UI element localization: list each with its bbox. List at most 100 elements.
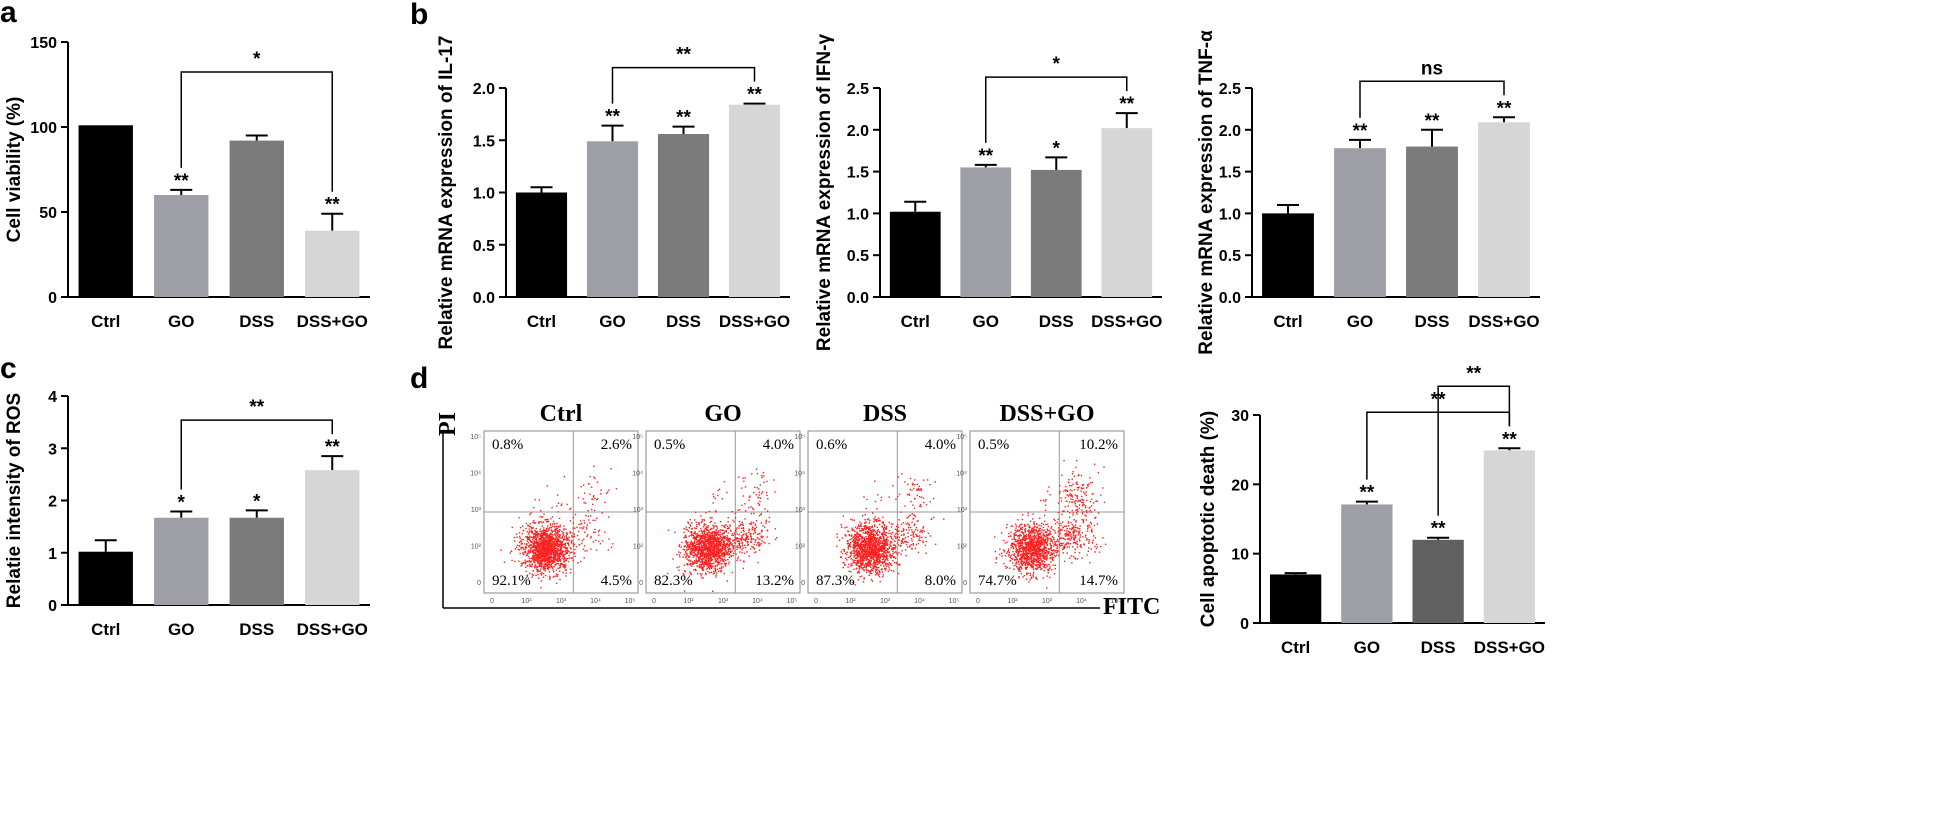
event-dot [534, 552, 537, 555]
event-dot [765, 491, 768, 494]
event-dot [871, 526, 874, 529]
event-dot [862, 554, 865, 556]
event-dot [514, 548, 517, 550]
event-dot [526, 560, 529, 562]
event-dot [712, 547, 714, 549]
event-dot [525, 527, 527, 530]
event-dot [913, 507, 916, 509]
event-dot [563, 525, 565, 527]
event-dot [1009, 555, 1012, 557]
event-dot [531, 549, 534, 552]
event-dot [1053, 518, 1055, 520]
event-dot [882, 554, 885, 556]
event-dot [708, 547, 710, 549]
event-dot [541, 553, 543, 555]
event-dot [1034, 564, 1036, 566]
event-dot [535, 574, 537, 576]
event-dot [536, 531, 538, 534]
event-dot [915, 533, 917, 536]
event-dot [698, 541, 700, 543]
event-dot [691, 543, 693, 545]
event-dot [712, 539, 715, 542]
event-dot [539, 535, 541, 537]
panel-letter: b [410, 0, 428, 31]
event-dot [535, 539, 538, 542]
event-dot [755, 494, 757, 496]
event-dot [857, 554, 859, 556]
event-dot [709, 537, 711, 540]
event-dot [539, 550, 542, 553]
event-dot [593, 476, 595, 478]
event-dot [691, 547, 693, 550]
event-dot [683, 545, 685, 547]
event-dot [539, 560, 542, 563]
event-dot [524, 550, 527, 553]
event-dot [532, 574, 534, 576]
y-tick-label: 150 [30, 35, 57, 52]
event-dot [542, 566, 545, 568]
event-dot [701, 540, 703, 542]
event-dot [539, 551, 541, 553]
event-dot [922, 529, 924, 532]
event-dot [844, 527, 846, 529]
flow-x-tick-label: 10² [845, 598, 856, 605]
event-dot [1049, 544, 1052, 546]
event-dot [842, 549, 844, 551]
event-dot [857, 542, 859, 544]
event-dot [758, 543, 760, 546]
event-dot [868, 555, 870, 557]
event-dot [547, 544, 549, 546]
event-dot [873, 530, 876, 532]
bar [229, 140, 284, 297]
event-dot [1039, 544, 1042, 546]
event-dot [693, 551, 696, 553]
event-dot [693, 548, 695, 550]
event-dot [864, 525, 866, 527]
quadrant-ul-value: 0.6% [816, 437, 847, 453]
event-dot [553, 522, 556, 525]
event-dot [872, 565, 875, 568]
bracket-label: ns [1421, 58, 1443, 79]
y-tick-label: 2.5 [847, 81, 869, 98]
event-dot [551, 549, 554, 551]
event-dot [558, 555, 560, 558]
event-dot [881, 571, 884, 573]
event-dot [856, 563, 858, 566]
event-dot [550, 560, 553, 562]
event-dot [760, 535, 762, 537]
event-dot [700, 546, 702, 549]
event-dot [560, 544, 562, 546]
event-dot [905, 523, 907, 525]
event-dot [742, 495, 744, 497]
event-dot [581, 522, 583, 525]
event-dot [924, 544, 927, 547]
event-dot [869, 539, 871, 541]
event-dot [700, 527, 702, 530]
event-dot [853, 554, 856, 557]
event-dot [913, 531, 915, 533]
event-dot [858, 528, 860, 530]
event-dot [877, 534, 880, 536]
event-dot [863, 559, 865, 562]
event-dot [863, 546, 865, 548]
event-dot [751, 473, 753, 475]
event-dot [716, 552, 718, 554]
event-dot [549, 561, 552, 563]
event-dot [690, 531, 692, 533]
event-dot [1018, 546, 1020, 548]
event-dot [733, 532, 735, 534]
event-dot [887, 536, 889, 538]
event-dot [585, 514, 587, 517]
event-dot [885, 552, 888, 554]
event-dot [891, 555, 893, 557]
event-dot [542, 538, 545, 540]
event-dot [707, 550, 709, 553]
event-dot [555, 582, 558, 584]
event-dot [1045, 557, 1047, 559]
event-dot [549, 550, 551, 552]
event-dot [735, 553, 737, 555]
event-dot [728, 537, 731, 540]
event-dot [535, 546, 537, 548]
flow-x-tick-label: 10⁵ [625, 598, 636, 605]
event-dot [859, 552, 861, 554]
